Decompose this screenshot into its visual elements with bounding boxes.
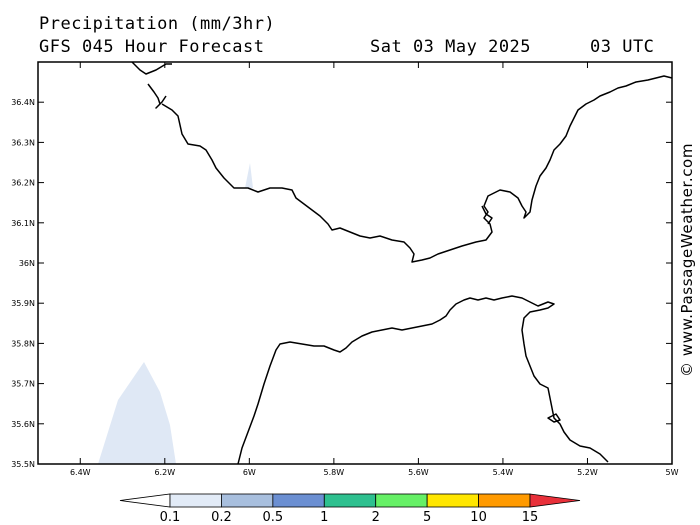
lat-tick-label: 36N	[19, 259, 35, 268]
coastline-group	[131, 61, 673, 465]
lat-tick-label: 36.4N	[11, 98, 35, 107]
forecast-label: GFS 045 Hour Forecast	[39, 37, 265, 57]
latitude-axis: 36.4N 36.3N 36.2N 36.1N 36N 35.9N 35.8N 35.7N 35…	[11, 98, 672, 469]
lat-tick-label: 36.2N	[11, 179, 35, 188]
colorbar-label: 10	[470, 510, 487, 525]
lon-tick-label: 5.2W	[577, 468, 598, 477]
colorbar-swatch	[426, 493, 479, 508]
coastline-ceuta	[547, 413, 561, 423]
lon-tick-label: 5.4W	[493, 468, 514, 477]
lat-tick-label: 35.8N	[11, 339, 35, 348]
precipitation-colorbar: 0.1 0.2 0.5 1 2 5 10 15	[119, 493, 581, 525]
lon-tick-label: 6.2W	[154, 468, 175, 477]
forecast-time: 03 UTC	[590, 37, 655, 57]
colorbar-label: 2	[372, 510, 380, 525]
colorbar-swatch	[375, 493, 428, 508]
colorbar-swatch	[221, 493, 274, 508]
precip-area-sliver	[245, 163, 253, 188]
passageweather-credit: © www.PassageWeather.com	[678, 142, 696, 378]
longitude-axis: 6.4W 6.2W 6W 5.8W 5.6W 5.4W 5.2W 5W	[70, 62, 679, 477]
coastline-spain	[131, 61, 673, 263]
colorbar-label: 0.2	[211, 510, 232, 525]
colorbar-swatch	[272, 493, 325, 508]
colorbar-max-arrow	[529, 493, 581, 508]
colorbar-swatch	[169, 493, 222, 508]
lon-tick-label: 6.4W	[70, 468, 91, 477]
coastline-gibraltar	[481, 205, 493, 225]
colorbar-swatch	[323, 493, 377, 508]
chart-title: Precipitation (mm/3hr)	[39, 14, 276, 34]
colorbar-label: 15	[522, 510, 539, 525]
lon-tick-label: 6W	[243, 468, 256, 477]
colorbar-label: 0.1	[160, 510, 181, 525]
lat-tick-label: 36.1N	[11, 219, 35, 228]
lon-tick-label: 5W	[666, 468, 679, 477]
lat-tick-label: 35.5N	[11, 460, 35, 469]
lat-tick-label: 35.9N	[11, 299, 35, 308]
lon-tick-label: 5.8W	[324, 468, 345, 477]
colorbar-label: 1	[320, 510, 328, 525]
forecast-date: Sat 03 May 2025	[370, 37, 532, 57]
colorbar-label: 0.5	[263, 510, 284, 525]
lat-tick-label: 35.7N	[11, 380, 35, 389]
coastline-morocco	[237, 295, 609, 465]
lat-tick-label: 35.6N	[11, 420, 35, 429]
colorbar-label: 5	[423, 510, 431, 525]
colorbar-swatch	[478, 493, 531, 508]
precip-area-light	[98, 362, 176, 464]
colorbar-min-arrow	[119, 493, 171, 508]
lon-tick-label: 5.6W	[408, 468, 429, 477]
lat-tick-label: 36.3N	[11, 138, 35, 147]
